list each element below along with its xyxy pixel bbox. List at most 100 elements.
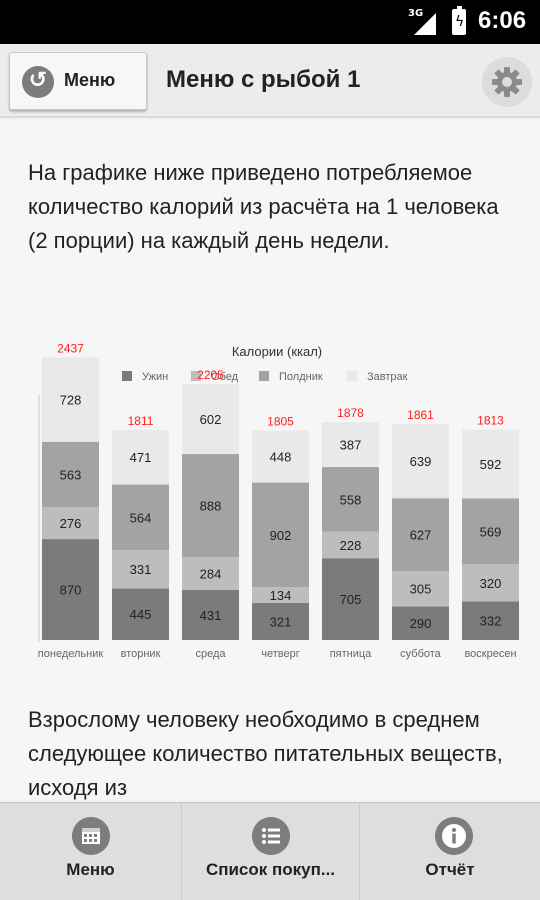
battery-charging-icon: ϟ [452, 6, 466, 35]
bar-segment [112, 429, 169, 485]
bar-total-label: 1878 [337, 406, 364, 420]
bar-segment [112, 588, 169, 640]
action-bar: ↺ Меню Меню с рыбой 1 [0, 44, 540, 118]
bar-segment [112, 484, 169, 550]
bar-value-label: 276 [60, 516, 82, 531]
nutrition-text: Взрослому человеку необходимо в среднем … [28, 707, 503, 800]
bar-segment [322, 531, 379, 559]
bar-segment [462, 498, 519, 565]
bar-total-label: 2437 [57, 341, 84, 355]
back-arrow-icon: ↺ [22, 66, 54, 98]
bar-segment [322, 467, 379, 532]
bar-segment [392, 570, 449, 607]
bar-value-label: 448 [270, 450, 292, 465]
bar-value-label: 320 [480, 576, 502, 591]
bar-value-label: 728 [60, 393, 82, 408]
tab-report[interactable]: Отчёт [360, 803, 540, 900]
x-tick-label: вторник [121, 648, 161, 660]
back-to-menu-button[interactable]: ↺ Меню [9, 52, 147, 110]
bar-segment [182, 454, 239, 558]
x-tick-label: понедельник [38, 648, 104, 660]
list-icon [252, 817, 290, 855]
legend-swatch-2 [191, 371, 201, 381]
bar-value-label: 639 [410, 454, 432, 469]
x-tick-label: среда [195, 648, 226, 660]
calories-chart: Калории (ккал) Ужин Обед Полдник Завтрак 870 2… [0, 330, 540, 680]
bar-value-label: 564 [130, 510, 152, 525]
bar-value-label: 471 [130, 450, 152, 465]
bar-value-label: 321 [270, 614, 292, 629]
bar-segment [322, 422, 379, 468]
bar-value-label: 331 [130, 562, 152, 577]
legend-label-1: Ужин [142, 371, 168, 383]
bottom-navigation: Меню Список покуп... Отчёт [0, 802, 540, 900]
bar-total-label: 1805 [267, 415, 294, 429]
status-bar: 3G ϟ 6:06 [0, 0, 540, 44]
tab-shopping-list[interactable]: Список покуп... [182, 803, 360, 900]
bar-segment [252, 587, 309, 603]
bar-segment [182, 590, 239, 640]
bar-segment [392, 606, 449, 640]
legend-swatch-1 [122, 371, 132, 381]
bar-segment [462, 564, 519, 602]
content-scroll-area[interactable]: На графике ниже приведено потребляемое к… [0, 120, 540, 800]
bar-value-label: 870 [60, 583, 82, 598]
bar-segment [462, 429, 519, 499]
bar-value-label: 305 [410, 582, 432, 597]
tab-menu[interactable]: Меню [0, 803, 182, 900]
bar-segment [252, 482, 309, 588]
x-tick-label: суббота [400, 648, 442, 660]
legend-swatch-3 [259, 371, 269, 381]
intro-text: На графике ниже приведено потребляемое к… [28, 160, 499, 253]
calendar-icon [72, 817, 110, 855]
tab-report-label: Отчёт [425, 860, 475, 879]
bar-value-label: 705 [340, 592, 362, 607]
bar-segment [322, 558, 379, 640]
bar-value-label: 602 [200, 412, 222, 427]
bar-value-label: 431 [200, 608, 222, 623]
calories-chart-svg: Калории (ккал) Ужин Обед Полдник Завтрак 870 2… [38, 341, 519, 660]
legend-swatch-4 [347, 371, 357, 381]
bar-value-label: 332 [480, 614, 502, 629]
settings-button[interactable] [482, 57, 532, 107]
bar-value-label: 627 [410, 528, 432, 543]
bar-segment [252, 602, 309, 640]
bar-value-label: 592 [480, 457, 502, 472]
x-tick-label: воскресен [464, 648, 516, 660]
x-tick-label: пятница [330, 648, 372, 660]
x-tick-label: четверг [261, 648, 300, 660]
bar-segment [42, 539, 99, 640]
bar-segment [182, 557, 239, 591]
legend-label-4: Завтрак [367, 371, 408, 383]
bar-segment [182, 384, 239, 455]
legend-label-2: Обед [211, 371, 239, 383]
bar-value-label: 563 [60, 467, 82, 482]
info-icon [435, 817, 473, 855]
bar-value-label: 134 [270, 588, 292, 603]
legend-label-3: Полдник [279, 371, 323, 383]
page-title: Меню с рыбой 1 [166, 66, 361, 93]
bar-value-label: 569 [480, 524, 502, 539]
bar-value-label: 888 [200, 499, 222, 514]
bar-total-label: 1861 [407, 408, 434, 422]
tab-menu-label: Меню [66, 860, 115, 879]
chart-title: Калории (ккал) [232, 344, 322, 359]
bar-value-label: 445 [130, 607, 152, 622]
bar-total-label: 2205 [197, 368, 224, 382]
bar-value-label: 290 [410, 616, 432, 631]
bar-total-label: 1813 [477, 414, 504, 428]
clock: 6:06 [478, 7, 527, 34]
bar-segment [392, 424, 449, 499]
bar-segment [462, 601, 519, 640]
bar-segment [42, 441, 99, 508]
bar-segment [42, 357, 99, 442]
bar-value-label: 387 [340, 438, 362, 453]
tab-shopping-list-label: Список покуп... [205, 860, 336, 879]
bar-value-label: 902 [270, 528, 292, 543]
bar-value-label: 284 [200, 567, 222, 582]
gear-icon [492, 67, 522, 97]
bar-segment [42, 507, 99, 540]
bar-segment [252, 430, 309, 483]
bar-segment [112, 549, 169, 589]
back-button-label: Меню [64, 70, 116, 90]
